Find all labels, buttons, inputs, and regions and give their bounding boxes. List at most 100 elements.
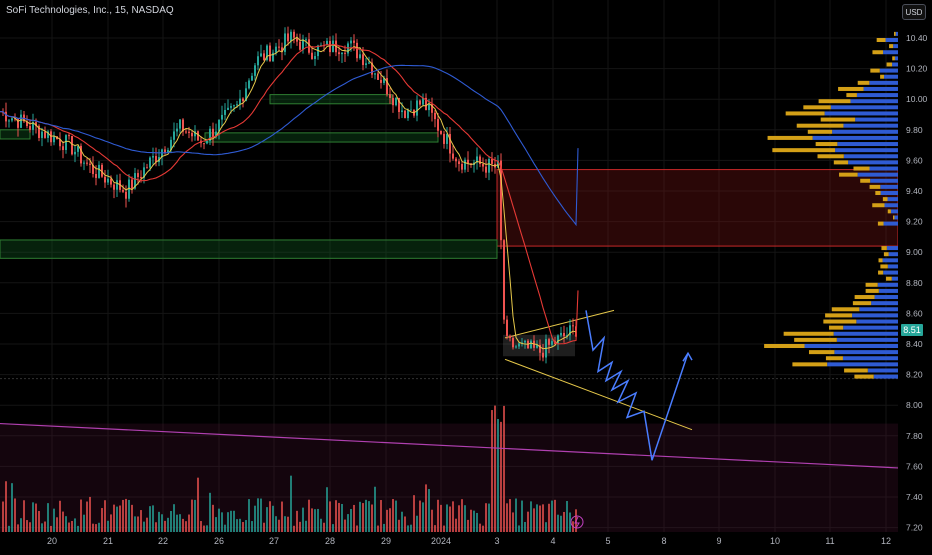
candle-body [518,343,520,347]
profile-bar-up [880,184,898,189]
candle-body [425,97,427,111]
volume-bar [569,512,571,532]
candle-body [260,53,262,57]
candle-body [239,98,241,105]
trendlines [0,309,899,469]
candle-body [509,335,511,339]
profile-bar-down [882,197,888,202]
candle-body [20,114,22,128]
volume-bar [308,499,310,532]
candle-body [437,119,439,131]
volume-bar [149,506,151,532]
time-tick-label: 10 [770,536,780,546]
candle-body [536,344,538,348]
volume-bar [407,525,409,532]
volume-bar [59,500,61,532]
supply-demand-zones [0,94,899,357]
volume-bar [371,504,373,532]
volume-bar [290,475,292,532]
candle-body [107,178,109,183]
volume-bar [320,518,322,532]
candle-body [38,125,40,138]
profile-bar-down [817,154,844,159]
candle-body [440,130,442,134]
volume-bar [113,504,115,532]
profile-bar-up [884,74,898,79]
price-tick-label: 8.80 [906,278,923,288]
candle-body [482,164,484,167]
volume-bar [401,511,403,532]
volume-bar [146,517,148,532]
profile-bar-up [874,295,898,300]
profile-bar-up [890,209,898,214]
volume-bar [86,501,88,532]
candle-body [290,31,292,42]
time-tick-label: 2024 [431,536,451,546]
candle-body [353,40,355,43]
volume-bar [470,509,472,532]
volume-bar [143,521,145,532]
volume-bar [68,522,70,532]
profile-bar-up [877,282,898,287]
candle-body [521,342,523,344]
profile-bar-down [865,282,878,287]
volume-bar [269,501,271,532]
volume-bar [185,521,187,532]
profile-bar-down [829,325,844,330]
volume-bar [209,492,211,532]
candle-body [362,54,364,65]
candle-body [134,173,136,189]
candle-body [215,131,217,138]
volume-bar [356,525,358,532]
candle-body [218,119,220,132]
candle-body [266,45,268,61]
candle-body [539,344,541,353]
volume-bar [167,517,169,532]
candle-body [233,105,235,107]
volume-bar [485,503,487,532]
profile-bar-up [812,135,898,140]
volume-bar [491,410,493,532]
volume-bar [293,525,295,532]
profile-bar-down [885,276,892,281]
volume-bar [116,506,118,532]
profile-bar-down [796,123,844,128]
candles [2,26,577,364]
volume-bar [344,519,346,532]
demand-zone-small [0,129,31,140]
candle-body [356,42,358,59]
volume-bar [47,503,49,532]
volume-bar [17,524,19,532]
volume-bar [530,501,532,532]
time-axis[interactable]: 20 21 22 26 27 28 29 2024 3 4 5 8 9 10 11 12 [0,515,932,550]
price-axis[interactable]: 10.40 10.20 10.00 9.80 9.60 9.40 9.20 9.00 8.80 8… [898,0,932,550]
candle-body [296,37,298,42]
candle-body [359,54,361,59]
profile-bar-up [886,246,898,251]
candle-body [251,75,253,81]
volume-bar [440,504,442,532]
volume-bar [194,499,196,532]
candle-body [110,178,112,185]
profile-bar-up [830,105,898,110]
candle-body [389,94,391,98]
candle-body [398,97,400,113]
projection-arrowhead [682,351,693,362]
volume-bar [458,505,460,532]
candle-body [458,161,460,164]
volume-bar [38,511,40,532]
volume-bar [110,514,112,532]
candle-body [503,240,505,320]
currency-button[interactable]: USD [902,4,926,20]
candle-body [140,177,142,179]
candle-body [248,80,250,89]
candle-body [212,128,214,138]
volume-bar [272,505,274,532]
candle-body [572,325,574,327]
volume-bar [95,524,97,532]
profile-bar-down [846,93,857,98]
volume-bar [197,477,199,532]
candle-body [530,340,532,349]
